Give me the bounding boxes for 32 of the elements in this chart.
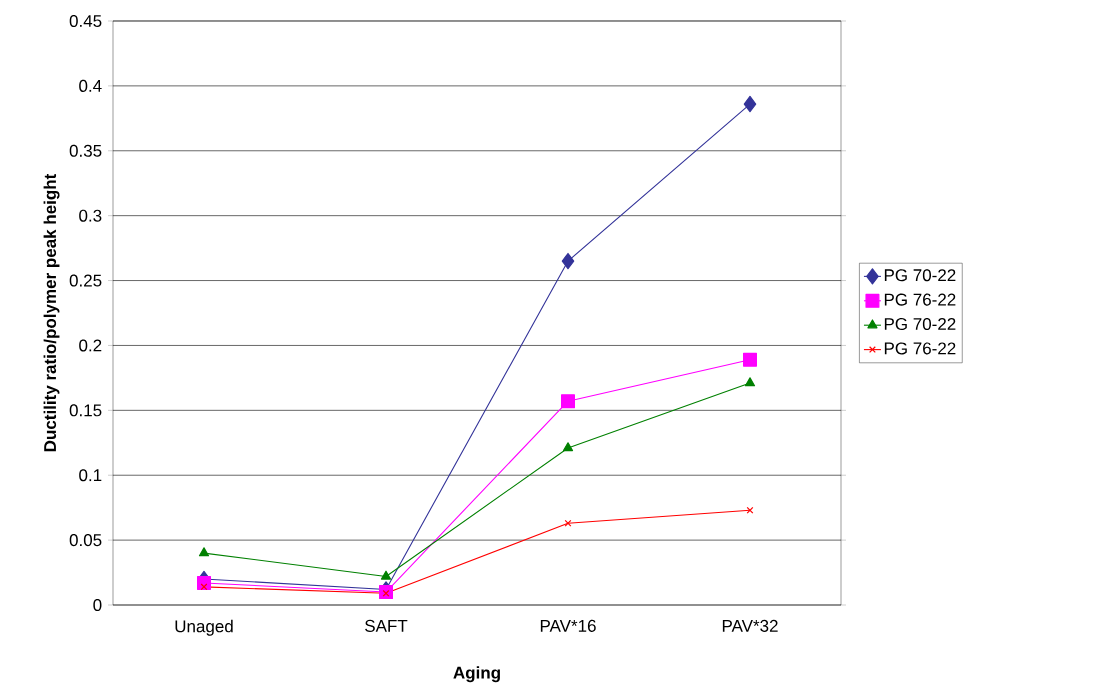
point — [198, 547, 210, 557]
x-tick-label: SAFT — [365, 619, 408, 632]
y-tick-label: 0.25 — [69, 274, 102, 287]
legend-label: PG 70-22 — [884, 317, 956, 331]
point — [382, 589, 390, 597]
y-axis-title: Ductility ratio/polymer peak height — [43, 173, 60, 452]
point — [564, 519, 572, 527]
y-tick-label: 0.45 — [69, 14, 102, 28]
point — [743, 95, 757, 113]
legend-label: PG 70-22 — [884, 269, 956, 282]
y-tick-label: 0.35 — [69, 144, 102, 157]
legend-label: PG 76-22 — [884, 293, 956, 306]
y-tick-label: 0 — [93, 598, 102, 612]
y-tick-label: 0.1 — [79, 469, 102, 482]
point — [200, 583, 208, 591]
y-tick-label: 0.05 — [69, 534, 102, 547]
point — [561, 394, 575, 409]
point — [744, 377, 756, 387]
point — [562, 442, 574, 452]
legend-label: PG 76-22 — [884, 342, 956, 355]
y-tick-label: 0.15 — [69, 404, 102, 417]
x-tick-label: Unaged — [175, 619, 233, 636]
point — [561, 252, 575, 270]
point — [380, 570, 392, 580]
x-axis-title: Aging — [453, 666, 500, 683]
y-tick-label: 0.2 — [79, 339, 102, 352]
x-tick-label: PAV*32 — [722, 619, 778, 632]
point — [746, 506, 754, 514]
point — [743, 352, 757, 367]
x-tick-label: PAV*16 — [540, 619, 596, 632]
y-tick-label: 0.3 — [79, 209, 102, 222]
y-tick-label: 0.4 — [79, 79, 102, 92]
